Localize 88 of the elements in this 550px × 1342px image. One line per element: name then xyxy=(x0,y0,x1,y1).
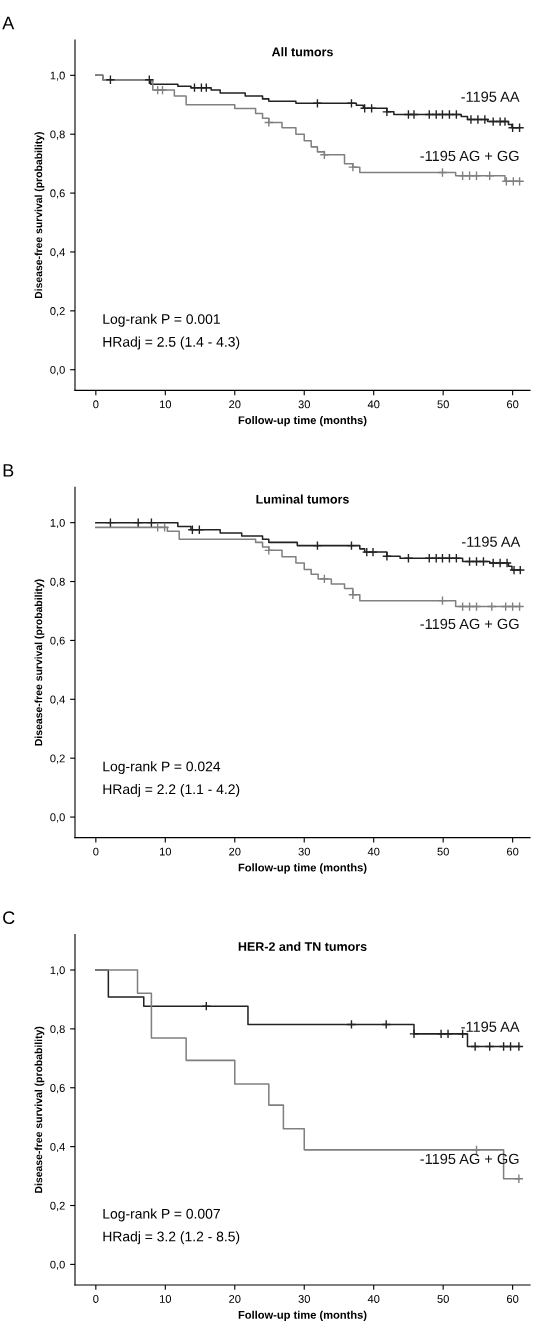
y-tick-label: 0,6 xyxy=(50,1084,65,1094)
point xyxy=(514,1173,524,1184)
x-tick-label: 40 xyxy=(367,1295,380,1303)
point xyxy=(473,114,483,125)
y-tick-label: 0,8 xyxy=(50,577,65,587)
x-tick-label: 30 xyxy=(298,400,310,409)
annotation: Log-rank P = 0.024 xyxy=(103,761,221,775)
x-tick-label: 30 xyxy=(298,847,310,856)
x-tick-label: 0 xyxy=(93,1295,99,1303)
y-tick-label: 0,8 xyxy=(50,1025,65,1035)
x-tick-label: 0 xyxy=(93,847,99,856)
point xyxy=(409,1029,419,1039)
x-tick-label: 40 xyxy=(367,847,380,856)
point xyxy=(495,558,505,568)
annotation: HRadj = 2.2 (1.1 - 4.2) xyxy=(103,783,240,797)
x-axis-title: Follow-up time (months) xyxy=(238,863,367,874)
point xyxy=(488,116,499,127)
y-tick-label: 0,4 xyxy=(50,1142,65,1153)
point xyxy=(479,114,490,125)
x-tick-label: 10 xyxy=(159,1295,172,1303)
text: C xyxy=(3,911,15,925)
x-tick-label: 60 xyxy=(507,847,519,856)
point xyxy=(514,1041,524,1052)
y-axis-title: Disease-free survival (probability) xyxy=(34,579,45,746)
y-axis-title: Disease-free survival (probability) xyxy=(34,1026,45,1193)
x-tick-label: 10 xyxy=(159,400,172,409)
annotation: HRadj = 3.2 (1.2 - 8.5) xyxy=(103,1231,240,1245)
y-tick-label: 0,0 xyxy=(50,1260,65,1270)
point xyxy=(500,116,510,127)
point xyxy=(263,117,274,128)
series-label: -1195 AA xyxy=(461,91,520,102)
series-label: -1195 AG + GG xyxy=(420,150,519,162)
y-tick-label: 1,0 xyxy=(50,966,65,976)
x-tick-label: 20 xyxy=(229,1295,241,1303)
annotation: Log-rank P = 0.001 xyxy=(103,313,220,327)
x-tick-label: 60 xyxy=(507,400,519,409)
y-tick-label: 0,0 xyxy=(50,365,65,376)
y-tick-label: 0,2 xyxy=(50,1201,65,1211)
annotation: HRadj = 2.5 (1.4 - 4.3) xyxy=(103,336,240,350)
x-axis-title: Follow-up time (months) xyxy=(238,1310,367,1321)
x-tick-label: 40 xyxy=(367,400,380,409)
point xyxy=(502,558,512,568)
point xyxy=(319,149,330,160)
y-tick-label: 1,0 xyxy=(50,71,65,81)
y-axis-title: Disease-free survival (probability) xyxy=(34,132,45,299)
y-tick-label: 0,8 xyxy=(50,130,65,140)
point xyxy=(443,1029,453,1039)
annotation: Log-rank P = 0.007 xyxy=(103,1208,220,1222)
text: B xyxy=(3,464,14,477)
series-label: -1195 AA xyxy=(461,1021,520,1032)
y-tick-label: 0,0 xyxy=(50,813,65,823)
y-tick-label: 1,0 xyxy=(50,518,65,529)
y-tick-label: 0,6 xyxy=(50,636,65,646)
point xyxy=(319,574,330,584)
x-tick-label: 50 xyxy=(437,847,449,856)
series-label: -1195 AG + GG xyxy=(420,618,519,630)
text: A xyxy=(2,16,15,30)
point xyxy=(466,114,476,125)
point xyxy=(348,162,358,173)
point xyxy=(382,551,392,562)
point xyxy=(470,1041,480,1052)
x-tick-label: 0 xyxy=(93,400,99,409)
x-tick-label: 50 xyxy=(437,400,449,409)
point xyxy=(382,106,392,117)
x-tick-label: 50 xyxy=(437,1295,449,1303)
point xyxy=(509,565,519,575)
point xyxy=(515,565,526,575)
chart-title: Luminal tumors xyxy=(256,494,349,504)
chart-title: HER-2 and TN tumors xyxy=(238,941,367,951)
point xyxy=(436,1029,446,1039)
point xyxy=(263,545,274,556)
x-tick-label: 20 xyxy=(229,400,241,409)
x-axis-title: Follow-up time (months) xyxy=(238,415,367,427)
y-tick-label: 0,2 xyxy=(50,307,65,317)
point xyxy=(409,109,419,120)
point xyxy=(368,547,378,557)
chart-title: All tumors xyxy=(271,47,333,57)
point xyxy=(348,589,358,600)
y-tick-label: 0,2 xyxy=(50,754,65,764)
y-tick-label: 0,6 xyxy=(50,189,65,199)
x-tick-label: 30 xyxy=(298,1295,310,1303)
x-tick-label: 60 xyxy=(507,1295,519,1303)
series-label: -1195 AA xyxy=(462,536,521,547)
y-tick-label: 0,4 xyxy=(50,248,65,258)
series-label: -1195 AG + GG xyxy=(420,1153,519,1165)
x-tick-label: 20 xyxy=(229,847,241,856)
y-tick-label: 0,4 xyxy=(50,695,65,705)
x-tick-label: 10 xyxy=(159,847,172,856)
